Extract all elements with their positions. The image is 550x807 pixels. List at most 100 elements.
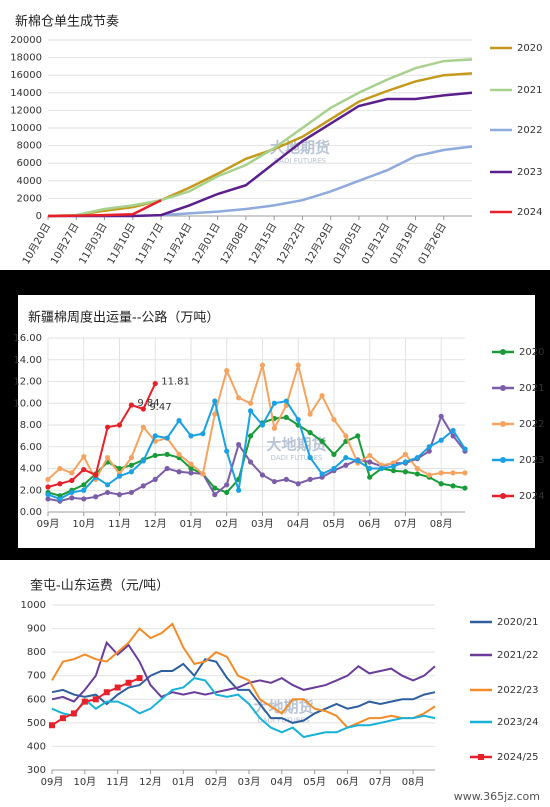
point [104, 482, 111, 488]
point [259, 362, 266, 368]
x-tick-label: 11月 [106, 776, 129, 788]
point [355, 458, 361, 464]
point [307, 411, 313, 417]
point [331, 416, 337, 423]
point [462, 446, 468, 452]
point [69, 477, 75, 484]
legend-label: 2020 [519, 347, 544, 358]
x-tick-label: 06月 [358, 518, 381, 530]
value-label: 9.47 [149, 402, 171, 413]
y-tick-label: 16000 [10, 70, 42, 81]
point [81, 466, 87, 473]
x-tick-label: 01月 [180, 518, 203, 530]
point [295, 481, 301, 487]
point [104, 424, 111, 430]
point [164, 465, 170, 472]
point [152, 380, 158, 387]
point [69, 489, 75, 496]
x-tick-label: 08月 [402, 776, 425, 788]
point [140, 406, 146, 412]
legend-label: 2021 [519, 383, 544, 394]
point [57, 465, 63, 472]
x-tick-label: 07月 [369, 776, 392, 788]
y-tick-label: 2000 [17, 193, 42, 204]
point [69, 495, 75, 501]
point [295, 416, 301, 423]
point [128, 402, 134, 408]
legend-label: 2022 [519, 419, 544, 430]
point [438, 470, 444, 476]
point [390, 468, 397, 474]
point [128, 455, 134, 461]
point [379, 465, 385, 472]
point [319, 471, 325, 477]
point [414, 465, 420, 472]
y-tick-label: 6000 [17, 158, 42, 169]
point [176, 469, 182, 475]
point [343, 433, 349, 439]
point [45, 476, 51, 482]
legend-label: 2021/22 [497, 650, 539, 661]
point [140, 483, 146, 489]
legend-label: 2024/25 [497, 752, 539, 763]
y-tick-label: 18000 [10, 53, 42, 64]
y-tick-label: 600 [27, 694, 46, 705]
point [45, 492, 51, 498]
series-line [47, 72, 473, 218]
point [271, 400, 277, 406]
y-tick-label: 14.00 [13, 355, 42, 366]
legend-label: 2020 [517, 43, 542, 54]
point [462, 470, 468, 476]
point [176, 418, 182, 424]
point [69, 470, 75, 476]
x-tick-label: 08月 [430, 518, 453, 530]
point [81, 453, 87, 460]
point [271, 478, 277, 485]
point [438, 413, 444, 419]
point [247, 459, 254, 465]
y-tick-label: 10.00 [13, 398, 42, 409]
value-label: 9.84 [137, 398, 159, 409]
point [367, 465, 373, 472]
point [188, 461, 194, 467]
point [128, 462, 134, 468]
y-tick-label: 300 [27, 765, 46, 776]
watermark-sub: DADI FUTURES [274, 157, 327, 165]
point [59, 715, 66, 722]
x-tick-label: 05月 [303, 776, 326, 788]
point [116, 473, 123, 479]
point [247, 408, 254, 414]
legend-label: 2024 [517, 207, 542, 218]
point [450, 470, 456, 476]
legend-marker [500, 457, 506, 463]
point [128, 469, 134, 475]
point [331, 451, 337, 457]
chart-title: 新疆棉周度出运量--公路（万吨） [28, 310, 219, 326]
y-tick-label: 12.00 [13, 377, 42, 388]
point [164, 451, 170, 457]
chart-title: 奎屯-山东运费（元/吨） [30, 579, 169, 594]
x-tick-label: 09月 [41, 776, 64, 788]
series-line [47, 383, 157, 488]
point [212, 492, 218, 498]
point [450, 483, 456, 489]
panel [0, 0, 550, 270]
point [188, 470, 194, 476]
point [438, 437, 444, 443]
y-tick-label: 0 [36, 211, 42, 222]
point [81, 698, 88, 705]
watermark-sub: DADI FUTURES [270, 454, 323, 462]
point [367, 474, 373, 480]
point [136, 675, 143, 682]
x-tick-label: 02月 [205, 776, 228, 788]
point [188, 465, 194, 472]
series-line [51, 677, 436, 739]
point [103, 689, 110, 696]
watermark: 大地期货 [253, 698, 313, 716]
y-tick-label: 400 [27, 741, 46, 752]
legend-label: 2020/21 [497, 617, 539, 628]
point [224, 482, 230, 488]
point [426, 472, 432, 478]
point [319, 438, 325, 444]
x-tick-label: 07月 [394, 518, 417, 530]
